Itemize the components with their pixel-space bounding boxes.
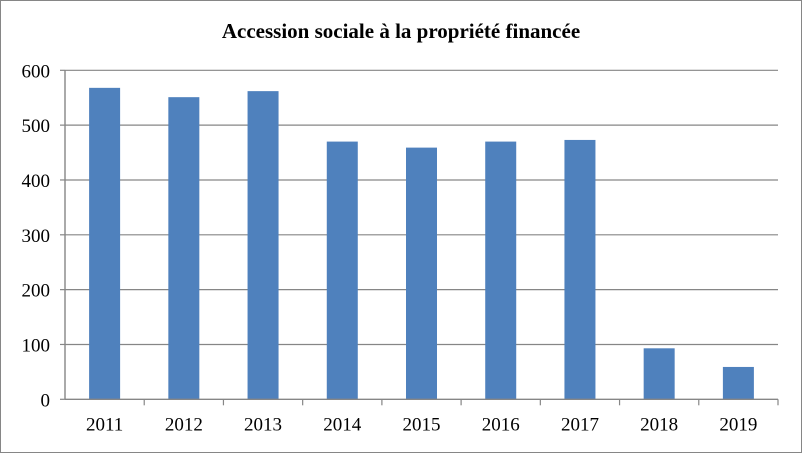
x-tick-label: 2018 <box>640 414 678 435</box>
y-tick-label: 100 <box>22 335 51 356</box>
x-tick-label: 2015 <box>403 414 441 435</box>
bar-2012 <box>168 97 200 400</box>
x-tick-label: 2012 <box>165 414 203 435</box>
y-tick-label: 200 <box>22 281 51 302</box>
y-tick-label: 500 <box>22 116 51 137</box>
bar-2015 <box>406 147 437 400</box>
bar-2017 <box>564 139 596 400</box>
x-tick-label: 2019 <box>719 414 757 435</box>
x-tick-label: 2016 <box>482 414 520 435</box>
bar-2014 <box>326 141 358 400</box>
y-tick-label: 600 <box>22 61 51 82</box>
bar-2013 <box>247 91 279 400</box>
bar-2018 <box>643 348 675 400</box>
y-tick-label: 400 <box>22 171 51 192</box>
y-tick-label: 300 <box>22 226 51 247</box>
x-tick-label: 2011 <box>86 414 123 435</box>
x-tick-label: 2013 <box>244 414 282 435</box>
y-tick-label: 0 <box>41 390 51 411</box>
bar-2011 <box>89 87 121 400</box>
x-tick-label: 2014 <box>323 414 362 435</box>
bar-2019 <box>722 366 754 400</box>
bar-2016 <box>485 141 517 400</box>
x-tick-label: 2017 <box>561 414 599 435</box>
chart-title: Accession sociale à la propriété financé… <box>222 19 580 43</box>
